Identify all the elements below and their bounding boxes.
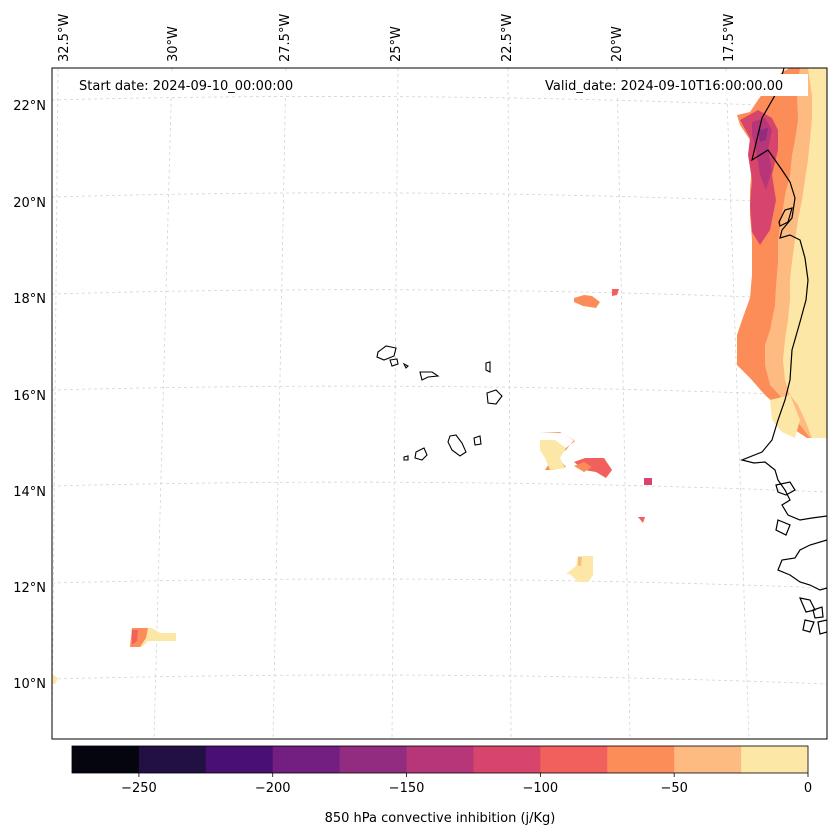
bijagos-island <box>812 606 824 619</box>
lon-label: 25°W <box>389 26 404 62</box>
island-boa-vista <box>486 389 503 405</box>
meridian-line <box>507 68 512 739</box>
lat-label: 14°N <box>13 485 46 500</box>
lon-label: 17.5°W <box>722 14 737 62</box>
meridian-line <box>52 68 59 739</box>
colorbar-swatch <box>272 746 341 773</box>
parallel-line <box>52 192 827 205</box>
parallel-line <box>52 578 827 589</box>
colorbar-title: 850 hPa convective inhibition (j/Kg) <box>325 811 556 826</box>
cin-area <box>638 517 645 523</box>
lat-label: 10°N <box>13 677 46 692</box>
colorbar-swatch <box>607 746 675 773</box>
colorbar-tick-label: −100 <box>523 781 559 796</box>
parallel-line <box>52 289 827 301</box>
cin-area <box>566 556 593 582</box>
meridian-line <box>725 68 750 739</box>
west-africa-coastline <box>740 68 827 521</box>
cape-verde-islands <box>376 345 503 461</box>
coast-inlet <box>775 519 791 536</box>
lat-label: 18°N <box>13 292 46 307</box>
coastlines <box>740 68 827 635</box>
colorbar-frame <box>71 745 809 774</box>
colorbar: −250 −200 −150 −100 −50 0 850 hPa convective … <box>71 745 812 826</box>
cin-area <box>758 128 768 142</box>
colorbar-swatches <box>72 746 809 773</box>
gridlines <box>52 68 827 739</box>
lon-label: 32.5°W <box>57 14 72 62</box>
colorbar-tick-label: −50 <box>660 781 687 796</box>
island-brava <box>403 455 409 461</box>
colorbar-swatch <box>138 746 207 773</box>
island-sao-vicente <box>389 358 399 367</box>
colorbar-tick-label: −200 <box>255 781 291 796</box>
longitude-labels: 32.5°W 30°W 27.5°W 25°W 22.5°W 20°W 17.5… <box>57 14 737 62</box>
parallel-line <box>52 96 827 109</box>
colorbar-tick-label: 0 <box>804 781 812 796</box>
colorbar-swatch <box>339 746 408 773</box>
colorbar-swatch <box>406 746 474 773</box>
bijagos-island <box>798 597 816 613</box>
colorbar-swatch <box>741 746 809 773</box>
bijagos-island <box>817 619 827 635</box>
lon-label: 27.5°W <box>278 14 293 62</box>
island-fogo <box>414 447 428 461</box>
cin-area <box>540 440 566 470</box>
cin-area <box>644 478 652 485</box>
lat-label: 20°N <box>13 196 46 211</box>
bijagos-island <box>802 619 815 633</box>
cin-area <box>132 630 138 645</box>
colorbar-swatch <box>72 746 140 773</box>
colorbar-swatch <box>674 746 742 773</box>
cin-area <box>574 295 600 308</box>
valid-date-label: Valid_date: 2024-09-10T16:00:00.00 <box>545 79 783 94</box>
colorbar-swatch <box>473 746 541 773</box>
latitude-labels: 22°N 20°N 18°N 16°N 14°N 12°N 10°N <box>13 99 46 692</box>
gambia-inlet <box>775 481 796 496</box>
coast-inlet <box>778 207 793 227</box>
cin-contours <box>52 68 827 684</box>
island-santiago <box>447 434 467 457</box>
guinea-bissau-coastline <box>777 539 827 591</box>
map-panel: Start date: 2024-09-10_00:00:00 Valid_da… <box>51 67 828 740</box>
lon-label: 20°W <box>610 26 625 62</box>
meridian-line <box>153 68 173 739</box>
start-date-label: Start date: 2024-09-10_00:00:00 <box>79 79 293 94</box>
island-santa-luzia <box>402 362 409 369</box>
cin-area <box>783 68 827 438</box>
lat-label: 16°N <box>13 389 46 404</box>
colorbar-tick-label: −150 <box>389 781 425 796</box>
island-maio <box>473 435 482 446</box>
colorbar-tick-label: −250 <box>121 781 157 796</box>
colorbar-swatch <box>205 746 274 773</box>
cin-area <box>574 462 592 472</box>
parallel-line <box>52 385 827 397</box>
lon-label: 22.5°W <box>500 14 515 62</box>
colorbar-swatch <box>540 746 608 773</box>
lat-label: 12°N <box>13 581 46 596</box>
parallel-line <box>52 674 827 685</box>
map-frame <box>51 67 828 740</box>
lat-label: 22°N <box>13 99 46 114</box>
island-sao-nicolau <box>419 371 440 381</box>
valid-date-box <box>538 74 808 96</box>
map-background <box>52 68 827 739</box>
cin-area <box>52 674 58 684</box>
island-sal <box>485 361 491 373</box>
cin-area <box>770 395 800 438</box>
lon-label: 30°W <box>166 26 181 62</box>
meridian-line <box>391 68 399 739</box>
start-date-box <box>72 74 310 96</box>
cin-area <box>612 289 619 296</box>
island-santo-antao <box>376 345 397 361</box>
meridian-line <box>616 68 631 739</box>
meridian-line <box>272 68 287 739</box>
parallel-line <box>52 481 827 493</box>
cin-area <box>578 557 582 566</box>
colorbar-ticks: −250 −200 −150 −100 −50 0 <box>121 773 812 796</box>
